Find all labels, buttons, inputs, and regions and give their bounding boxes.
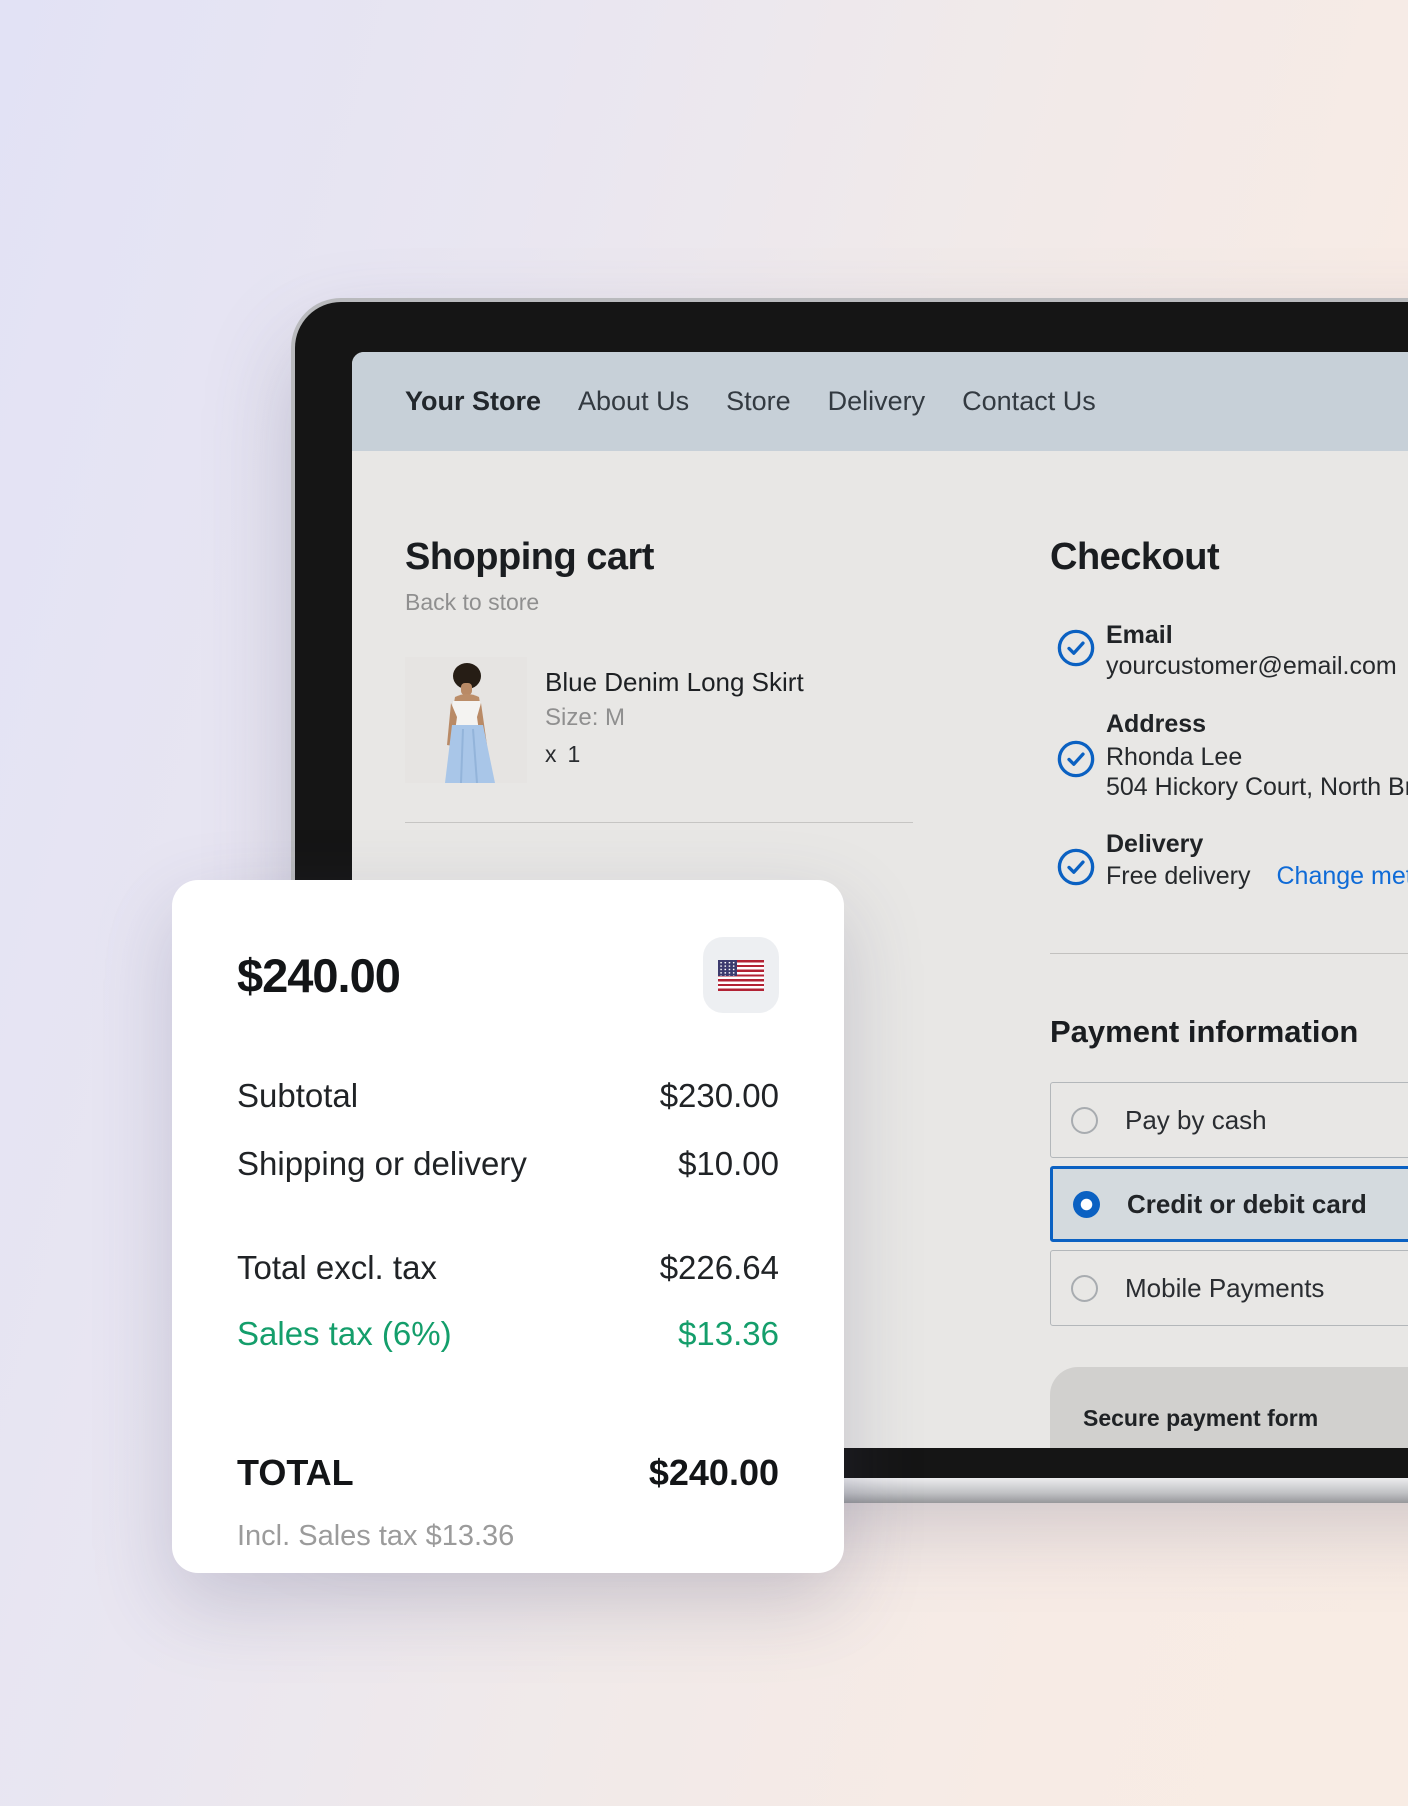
summary-row-label: Total excl. tax	[237, 1249, 437, 1286]
summary-row-label: Sales tax (6%)	[237, 1315, 452, 1352]
nav-item-delivery[interactable]: Delivery	[827, 386, 926, 416]
product-photo	[405, 657, 527, 783]
payment-information-title: Payment information	[1050, 1014, 1359, 1049]
address-step-label: Address	[1106, 710, 1207, 738]
grand-total-label: TOTAL	[237, 1452, 354, 1493]
radio-checked-icon[interactable]	[1073, 1190, 1100, 1218]
address-name: Rhonda Lee	[1106, 743, 1243, 771]
payment-option-label: Mobile Payments	[1125, 1272, 1325, 1303]
change-delivery-method-link[interactable]: Change method	[1276, 862, 1408, 890]
price-card-header: $240.00	[237, 937, 779, 1013]
quantity-value: 1	[567, 741, 581, 767]
summary-row-value: $13.36	[678, 1315, 779, 1352]
shopping-cart-title: Shopping cart	[405, 536, 654, 578]
summary-row-grand-total: TOTAL $240.00	[237, 1452, 779, 1494]
summary-row-value: $226.64	[659, 1249, 779, 1286]
product-name: Blue Denim Long Skirt	[545, 667, 804, 697]
cart-divider	[405, 822, 913, 823]
email-step-label: Email	[1106, 621, 1173, 649]
delivery-complete-check-icon	[1057, 848, 1095, 886]
payment-option-pay-by-cash[interactable]: Pay by cash	[1050, 1082, 1408, 1158]
top-navbar: Your Store About Us Store Delivery Conta…	[352, 352, 1408, 451]
currency-selector-chip[interactable]	[703, 937, 779, 1013]
secure-payment-form-label: Secure payment form	[1083, 1405, 1319, 1431]
nav-item-about-us[interactable]: About Us	[578, 386, 690, 416]
radio-unchecked-icon[interactable]	[1071, 1106, 1098, 1134]
grand-total-value: $240.00	[648, 1452, 779, 1493]
address-street: 504 Hickory Court, North Brunswick	[1106, 773, 1408, 801]
nav-item-your-store[interactable]: Your Store	[405, 386, 542, 416]
back-to-store-link[interactable]: Back to store	[405, 589, 540, 615]
secure-payment-form-panel: Secure payment form	[1050, 1367, 1408, 1448]
summary-row-total-excl-tax: Total excl. tax $226.64	[237, 1249, 779, 1287]
payment-option-credit-or-debit-card[interactable]: Credit or debit card	[1050, 1166, 1408, 1242]
email-complete-check-icon	[1057, 629, 1095, 667]
nav-item-contact-us[interactable]: Contact Us	[962, 386, 1096, 416]
quantity-label: x	[545, 741, 557, 767]
summary-row-value: $230.00	[659, 1077, 779, 1114]
delivery-step-value: Free delivery Change method	[1106, 862, 1408, 891]
summary-row-sales-tax: Sales tax (6%) $13.36	[237, 1315, 779, 1353]
summary-row-value: $10.00	[678, 1145, 779, 1182]
checkout-divider	[1050, 953, 1408, 954]
tax-included-note: Incl. Sales tax $13.36	[237, 1520, 515, 1552]
email-step-value: yourcustomer@email.com Change	[1106, 652, 1408, 681]
email-value: yourcustomer@email.com	[1106, 652, 1397, 680]
delivery-step-label: Delivery	[1106, 830, 1204, 858]
payment-option-label: Pay by cash	[1125, 1104, 1267, 1135]
us-flag-icon	[718, 959, 764, 991]
radio-unchecked-icon[interactable]	[1071, 1274, 1098, 1302]
delivery-method-value: Free delivery	[1106, 862, 1251, 890]
payment-option-mobile-payments[interactable]: Mobile Payments	[1050, 1250, 1408, 1326]
product-size: Size: M	[545, 704, 626, 731]
summary-row-shipping: Shipping or delivery $10.00	[237, 1145, 779, 1183]
checkout-title: Checkout	[1050, 536, 1220, 578]
grand-total-display: $240.00	[237, 948, 401, 1002]
summary-row-label: Shipping or delivery	[237, 1145, 527, 1182]
summary-row-subtotal: Subtotal $230.00	[237, 1077, 779, 1115]
payment-option-label: Credit or debit card	[1127, 1188, 1367, 1219]
price-summary-card: $240.00 Subtotal $230.00 Shipping or del…	[172, 880, 844, 1573]
nav-item-store[interactable]: Store	[726, 386, 791, 416]
summary-row-label: Subtotal	[237, 1077, 359, 1114]
address-complete-check-icon	[1057, 740, 1095, 778]
